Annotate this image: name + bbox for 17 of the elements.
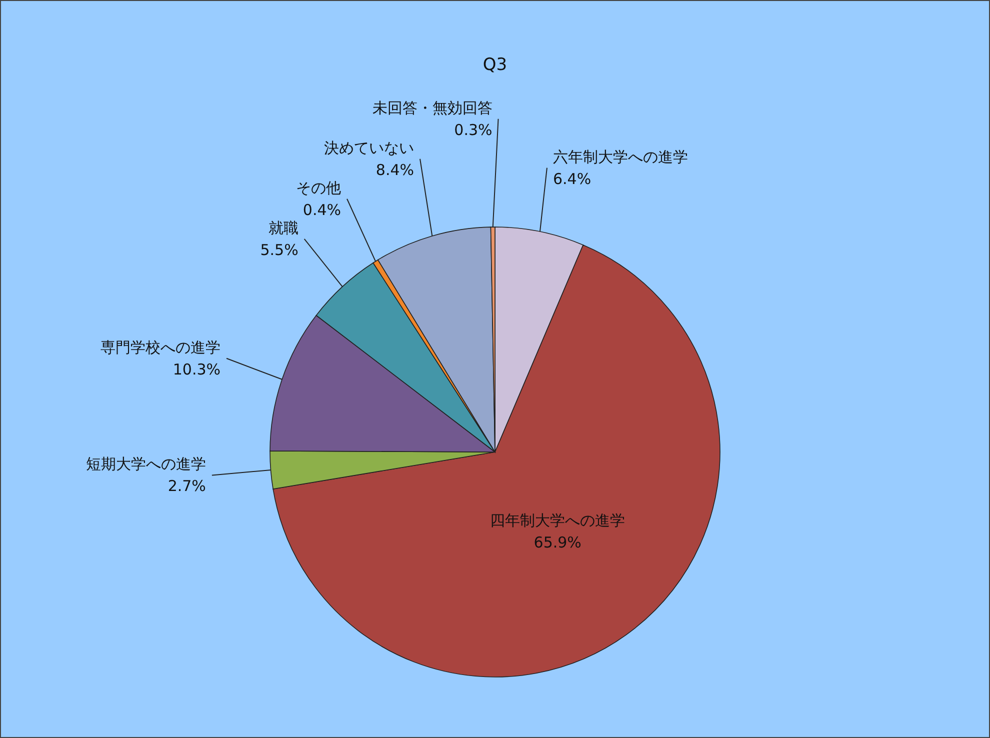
- chart-title: Q3: [482, 55, 508, 75]
- slice-label: 決めていない: [324, 138, 414, 157]
- slice-label: 専門学校への進学: [100, 338, 221, 356]
- slice-label: その他: [296, 178, 342, 197]
- slice-label: 短期大学への進学: [86, 455, 206, 474]
- data-label: 10.3%: [172, 360, 221, 378]
- data-label: 0.4%: [302, 200, 342, 219]
- slice-label: 未回答・無効回答: [372, 98, 492, 117]
- data-label: 6.4%: [552, 170, 592, 188]
- slice-label: 就職: [268, 218, 298, 237]
- data-label: 65.9%: [534, 534, 582, 552]
- data-label: 2.7%: [168, 477, 206, 496]
- slice-label: 四年制大学への進学: [490, 512, 626, 530]
- data-label: 5.5%: [260, 240, 298, 259]
- slice-label: 六年制大学への進学: [552, 148, 688, 166]
- data-label: 0.3%: [454, 120, 492, 139]
- data-label: 8.4%: [376, 160, 414, 179]
